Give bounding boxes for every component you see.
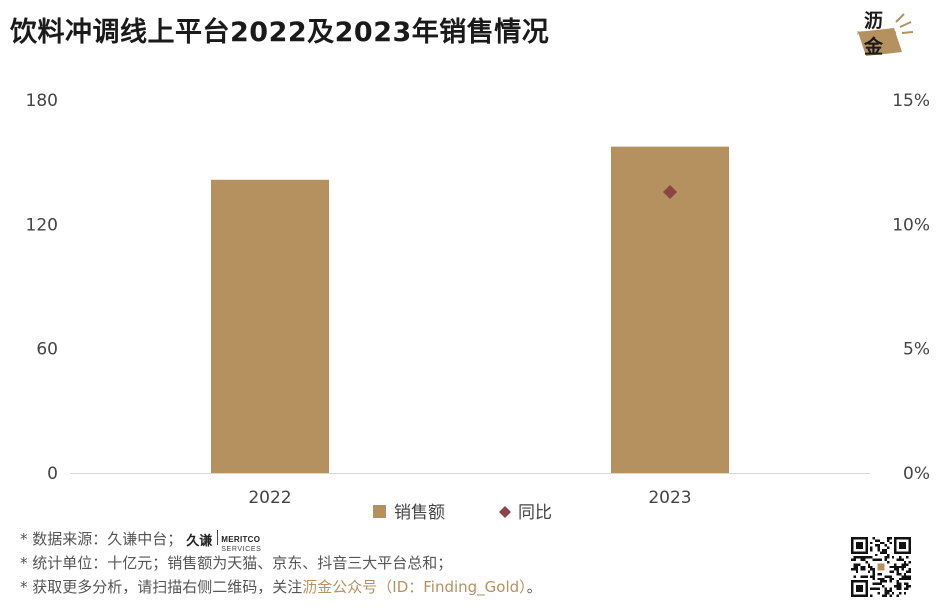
brand-logo: 沥 FINDING GOLD 金 bbox=[852, 10, 916, 60]
qr-code-icon[interactable] bbox=[851, 537, 911, 597]
footnotes: * 数据来源：久谦中台； 久谦 MERITCO SERVICES * 统计单位：… bbox=[20, 527, 542, 599]
wechat-account-link[interactable]: 沥金公众号（ID：Finding_Gold） bbox=[302, 578, 527, 596]
more-note: * 获取更多分析，请扫描右侧二维码，关注沥金公众号（ID：Finding_Gol… bbox=[20, 575, 542, 599]
logo-char-bottom: 金 bbox=[864, 36, 884, 58]
chart-title: 饮料冲调线上平台2022及2023年销售情况 bbox=[10, 17, 550, 48]
left-axis-tick: 180 bbox=[26, 91, 58, 111]
bar-2022 bbox=[211, 179, 329, 473]
right-axis-tick: 5% bbox=[903, 340, 930, 360]
x-axis-tick: 2022 bbox=[248, 488, 291, 508]
left-axis-tick: 0 bbox=[47, 464, 58, 484]
x-axis-tick: 2023 bbox=[648, 488, 691, 508]
bar-2023 bbox=[611, 146, 729, 473]
meritco-divider bbox=[217, 529, 219, 545]
meritco-logo: 久谦 MERITCO SERVICES bbox=[186, 528, 264, 553]
meritco-cn: 久谦 bbox=[186, 533, 213, 549]
meritco-en-1: MERITCO bbox=[221, 534, 261, 544]
chart-area: 0 60 120 180 0% 5% 10% 15% 2022 2023 销售额 同比 bbox=[26, 91, 930, 523]
legend-swatch-yoy bbox=[499, 506, 511, 518]
legend-label-yoy: 同比 bbox=[518, 503, 552, 523]
right-axis-tick: 15% bbox=[892, 91, 930, 111]
right-axis-tick: 10% bbox=[892, 215, 930, 235]
unit-note: * 统计单位：十亿元；销售额为天猫、京东、抖音三大平台总和； bbox=[20, 554, 453, 572]
legend-swatch-sales bbox=[373, 505, 386, 518]
meritco-en-2: SERVICES bbox=[221, 545, 262, 553]
left-axis-tick: 120 bbox=[26, 215, 58, 235]
logo-graphic-icon bbox=[858, 13, 914, 56]
logo-char-top: 沥 bbox=[864, 10, 884, 32]
more-note-suffix: 。 bbox=[526, 578, 542, 596]
left-axis-tick: 60 bbox=[36, 340, 58, 360]
more-note-prefix: * 获取更多分析，请扫描右侧二维码，关注 bbox=[20, 578, 303, 596]
source-note: * 数据来源：久谦中台； 久谦 MERITCO SERVICES bbox=[20, 527, 542, 553]
logo-tagline: FINDING GOLD bbox=[857, 31, 897, 37]
source-note-text: * 数据来源：久谦中台； bbox=[20, 530, 183, 548]
yoy-marker-2023 bbox=[663, 185, 677, 200]
right-axis-tick: 0% bbox=[903, 464, 930, 484]
legend-label-sales: 销售额 bbox=[394, 503, 445, 523]
